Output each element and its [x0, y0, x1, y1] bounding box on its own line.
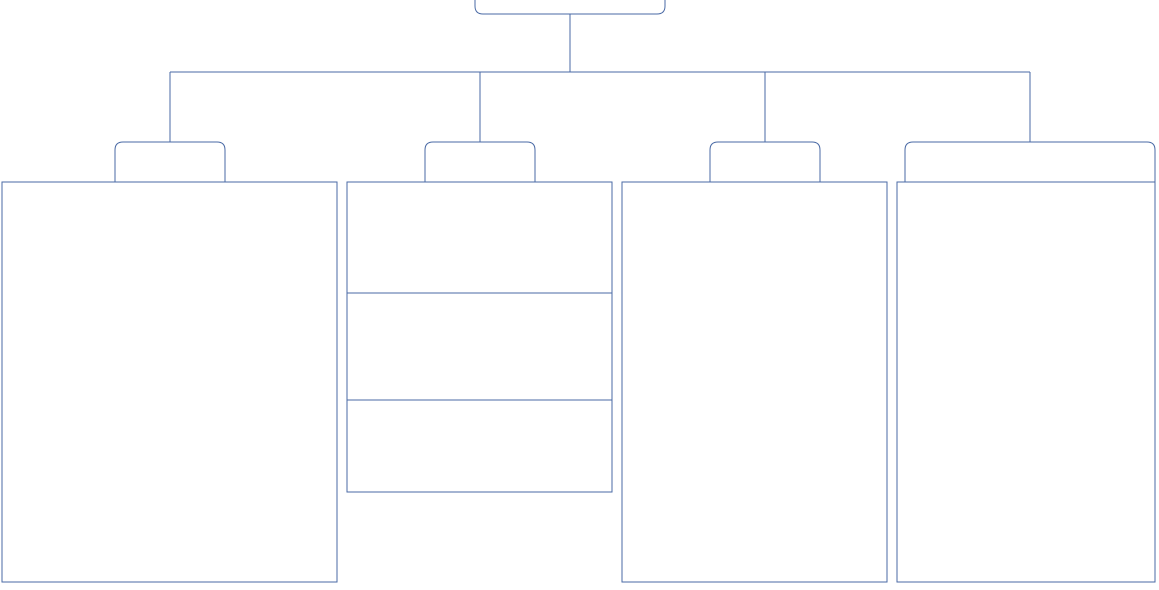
org-tree-diagram — [0, 0, 1159, 590]
tab-4 — [905, 142, 1155, 182]
panel-1 — [2, 182, 337, 582]
tab-2 — [425, 142, 535, 182]
panel-2 — [347, 182, 612, 492]
panel-3 — [622, 182, 887, 582]
panel-4 — [897, 182, 1155, 582]
tab-3 — [710, 142, 820, 182]
tab-1 — [115, 142, 225, 182]
root-node — [475, 0, 665, 14]
